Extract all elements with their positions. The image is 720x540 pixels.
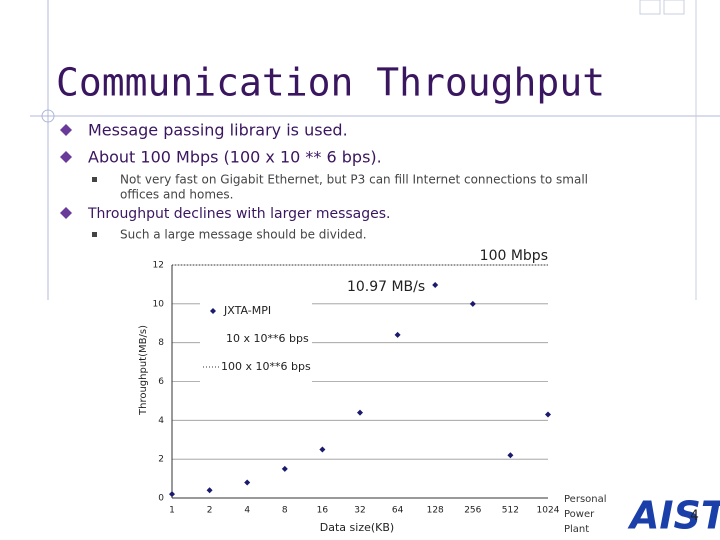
y-axis-title: Throughput(MB/s) [138, 325, 149, 416]
x-tick-label: 1 [169, 506, 175, 516]
point [244, 479, 251, 486]
page-number: 4 [690, 508, 699, 524]
x-tick-label: 256 [464, 506, 481, 516]
point [394, 331, 401, 338]
y-tick-label: 2 [158, 455, 164, 465]
decor-box [639, 0, 661, 15]
point [206, 487, 213, 494]
legend-label: 100 x 10**6 bps [221, 360, 311, 373]
x-tick-label: 512 [502, 506, 519, 516]
annotation: 10.97 MB/s [347, 279, 425, 295]
point [507, 452, 514, 459]
x-tick-label: 16 [317, 506, 329, 516]
bullet-icon [60, 151, 72, 163]
sub-bullet: offices and homes. [120, 188, 233, 202]
y-tick-label: 10 [153, 299, 165, 309]
logo-text: Personal [564, 494, 607, 505]
y-tick-label: 6 [158, 377, 164, 387]
reference-label: 100 Mbps [480, 248, 548, 264]
bullet: Throughput declines with larger messages… [87, 206, 390, 222]
logo: AIST [627, 494, 720, 538]
legend-label: JXTA-MPI [223, 304, 271, 317]
sub-bullet-icon [92, 177, 97, 182]
y-tick-label: 4 [158, 416, 164, 426]
bullet-icon [60, 124, 72, 136]
bullet: Message passing library is used. [88, 121, 348, 140]
x-tick-label: 32 [354, 506, 365, 516]
x-tick-label: 128 [427, 506, 444, 516]
y-tick-label: 8 [158, 338, 164, 348]
x-tick-label: 64 [392, 506, 404, 516]
x-axis-title: Data size(KB) [320, 521, 394, 534]
slide-title: Communication Throughput [56, 61, 605, 105]
decor-circle [41, 109, 55, 123]
sub-bullet: Not very fast on Gigabit Ethernet, but P… [120, 173, 588, 187]
point [545, 411, 551, 418]
bullet-icon [60, 207, 72, 219]
y-tick-label: 12 [153, 261, 164, 271]
bullet: About 100 Mbps (100 x 10 ** 6 bps). [88, 148, 382, 167]
x-tick-label: 1024 [537, 506, 560, 516]
sub-bullet: Such a large message should be divided. [120, 228, 367, 242]
logo-text: Power [564, 509, 595, 520]
point [169, 491, 175, 498]
point [319, 446, 326, 453]
legend-box [200, 298, 312, 382]
x-tick-label: 2 [207, 506, 213, 516]
point [357, 409, 363, 416]
x-tick-label: 4 [244, 506, 250, 516]
logo-text: Plant [564, 524, 589, 535]
legend-marker [210, 308, 216, 314]
point [432, 281, 439, 288]
point [281, 465, 288, 472]
decor-box [663, 0, 685, 15]
y-tick-label: 0 [158, 494, 164, 504]
sub-bullet-icon [92, 232, 97, 237]
legend-label: 10 x 10**6 bps [226, 332, 309, 345]
point [469, 300, 476, 307]
x-tick-label: 8 [282, 506, 288, 516]
